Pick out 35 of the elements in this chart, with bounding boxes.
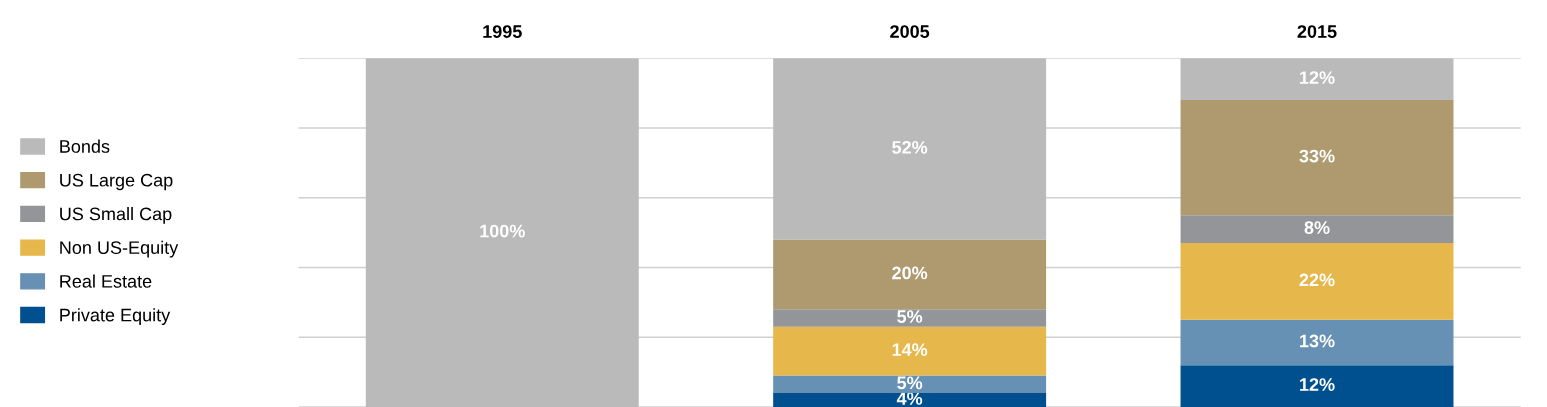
legend-label: Real Estate <box>60 274 152 288</box>
data-label: 100% <box>480 224 525 238</box>
bar <box>1180 100 1454 216</box>
bar <box>1180 58 1454 101</box>
bar <box>365 58 639 407</box>
legend-label: Bonds <box>60 139 110 153</box>
data-label: 8% <box>1304 221 1330 234</box>
data-label: 5% <box>897 310 923 323</box>
data-label: 4% <box>896 392 923 405</box>
bar <box>773 58 1047 240</box>
data-label: 20% <box>892 266 928 280</box>
x-tick-label: 2015 <box>1297 25 1337 38</box>
bar <box>773 375 1047 394</box>
bar <box>1180 243 1454 320</box>
bar <box>773 309 1047 327</box>
bar <box>773 239 1047 310</box>
legend-label: Private Equity <box>60 308 171 326</box>
data-label: 13% <box>1300 334 1335 348</box>
bar <box>773 393 1047 407</box>
data-label: 33% <box>1299 149 1335 163</box>
bar <box>1180 365 1454 407</box>
data-label: 14% <box>892 343 928 356</box>
legend-label: US Large Cap <box>60 173 173 191</box>
data-label: 12% <box>1300 71 1335 84</box>
data-label: 52% <box>892 140 928 154</box>
bar <box>1180 215 1454 244</box>
legend-label: Non US-Equity <box>60 240 179 258</box>
bar <box>773 326 1047 376</box>
x-tick-label: 1995 <box>483 25 522 38</box>
x-tick-label: 2005 <box>890 25 930 38</box>
data-label: 22% <box>1299 273 1335 287</box>
legend-label: US Small Cap <box>60 207 172 224</box>
data-label: 5% <box>897 376 923 390</box>
bar <box>1180 319 1454 366</box>
data-label: 12% <box>1300 378 1335 391</box>
